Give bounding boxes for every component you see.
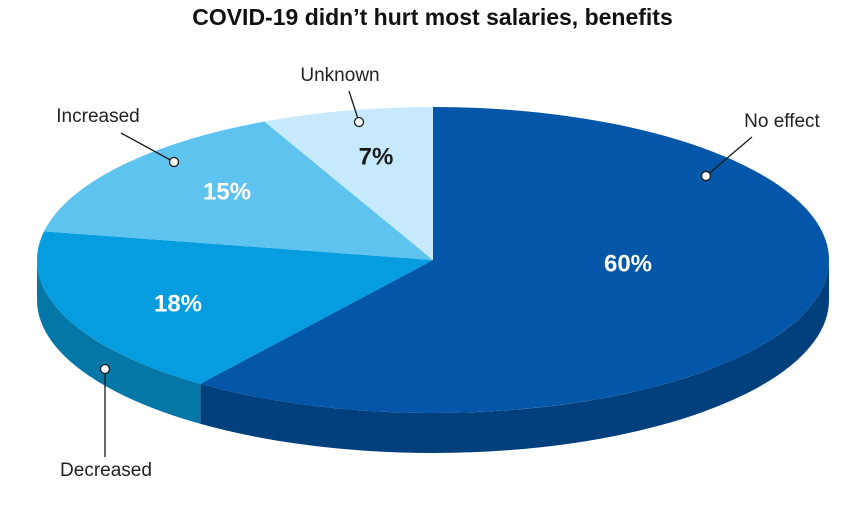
slice-side-decreased xyxy=(37,260,201,424)
leader-line-increased xyxy=(120,132,175,163)
category-label-unknown: Unknown xyxy=(300,65,379,86)
slice-increased xyxy=(44,121,433,260)
slice-no-effect xyxy=(200,107,829,413)
leader-line-no-effect xyxy=(705,136,753,177)
leader-dot-unknown xyxy=(353,116,365,128)
category-label-increased: Increased xyxy=(56,106,139,127)
leader-dot-decreased xyxy=(99,363,111,375)
slice-side-no-effect xyxy=(200,260,829,453)
value-label-unknown: 7% xyxy=(359,143,394,170)
leader-dot-no-effect xyxy=(700,170,712,182)
leader-line-unknown xyxy=(348,90,360,123)
value-label-increased: 15% xyxy=(203,178,251,205)
slice-decreased xyxy=(37,231,433,384)
category-label-decreased: Decreased xyxy=(60,460,152,481)
chart-title: COVID-19 didn’t hurt most salaries, bene… xyxy=(192,4,673,30)
leader-dot-increased xyxy=(168,156,180,168)
value-label-decreased: 18% xyxy=(154,290,202,317)
slice-unknown xyxy=(264,107,433,260)
value-label-no-effect: 60% xyxy=(604,250,652,277)
category-label-no-effect: No effect xyxy=(744,111,820,132)
